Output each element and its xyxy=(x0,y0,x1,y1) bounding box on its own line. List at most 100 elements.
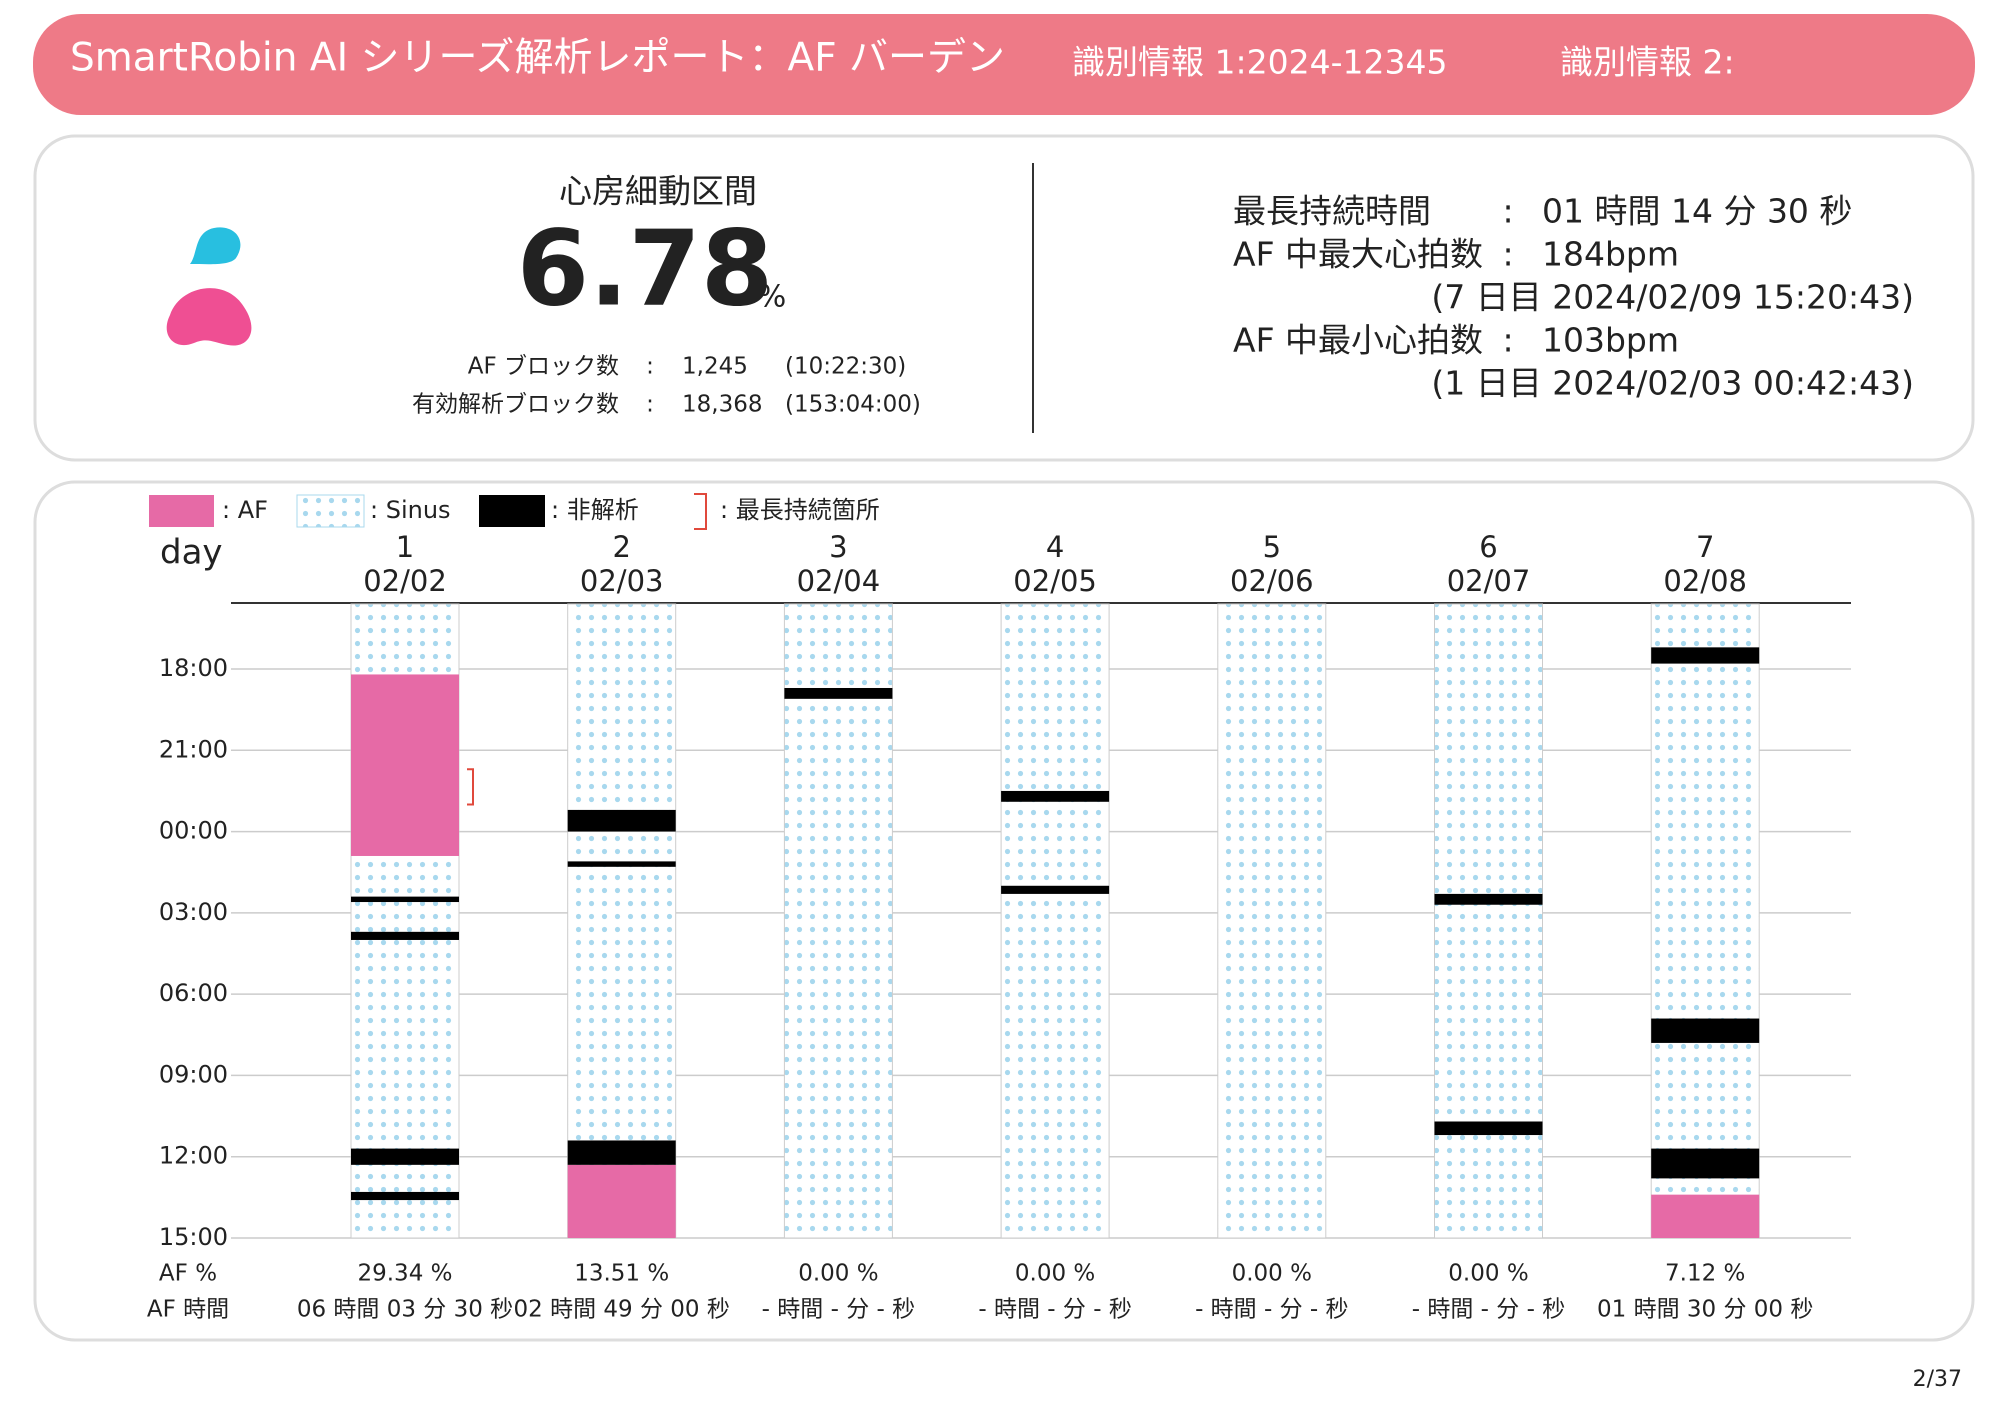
y-tick-label: 09:00 xyxy=(159,1060,228,1088)
longest-bracket xyxy=(467,768,474,806)
summary-heading: 心房細動区間 xyxy=(559,172,757,211)
day-date: 02/02 xyxy=(363,564,447,598)
summary-unit: % xyxy=(758,280,787,315)
nonanalysis-segment xyxy=(567,809,676,832)
nonanalysis-segment xyxy=(567,861,676,867)
legend-label: : 最長持続箇所 xyxy=(720,496,880,524)
af-time: 01 時間 30 分 00 秒 xyxy=(1597,1297,1813,1323)
timeline-chart: : AF: Sinus: 非解析: 最長持続箇所 18:00 21:00 00:00 0… xyxy=(147,493,1851,1323)
legend-swatch xyxy=(149,495,214,527)
stat-value: 184bpm xyxy=(1542,235,1679,274)
day-date: 02/06 xyxy=(1230,564,1314,598)
nonanalysis-segment xyxy=(1651,647,1760,664)
af-percent: 0.00 % xyxy=(1232,1261,1312,1287)
y-tick-label: 15:00 xyxy=(159,1223,228,1251)
day-column xyxy=(1000,603,1110,1239)
nonanalysis-segment xyxy=(1651,1148,1760,1179)
nonanalysis-segment xyxy=(1434,1121,1543,1136)
stat-note: (7 日目 2024/02/09 15:20:43) xyxy=(1431,278,1914,317)
summary-stats: 最長持続時間:01 時間 14 分 30 秒AF 中最大心拍数:184bpm(7… xyxy=(1233,192,1914,403)
id-2: 識別情報 2: xyxy=(1560,43,1735,82)
nonanalysis-segment xyxy=(1001,885,1110,894)
summary-value: 6.78 xyxy=(517,207,774,329)
af-percent: 13.51 % xyxy=(574,1261,669,1287)
summary-box xyxy=(33,134,1975,462)
day-date: 02/05 xyxy=(1013,564,1097,598)
row-label: AF 時間 xyxy=(147,1297,229,1323)
row-label: 有効解析ブロック数 xyxy=(412,392,619,418)
stat-label: 最長持続時間 xyxy=(1233,192,1431,231)
nonanalysis-segment xyxy=(351,931,459,940)
row-sep: : xyxy=(646,392,654,418)
nonanalysis-segment xyxy=(351,896,459,903)
day-number: 5 xyxy=(1263,530,1281,564)
y-tick-label: 12:00 xyxy=(159,1142,228,1170)
y-tick-label: 06:00 xyxy=(159,979,228,1007)
af-time: - 時間 - 分 - 秒 xyxy=(978,1297,1131,1323)
stat-label: AF 中最大心拍数 xyxy=(1233,235,1483,274)
row-label: AF ブロック数 xyxy=(468,354,619,380)
af-segment xyxy=(351,674,459,856)
row-sep: : xyxy=(646,354,654,380)
legend-label: : AF xyxy=(222,496,268,524)
af-segment xyxy=(1651,1194,1760,1238)
stat-label: AF 中最小心拍数 xyxy=(1233,321,1483,360)
row-time: (153:04:00) xyxy=(785,392,921,418)
axis-label: day xyxy=(160,533,223,573)
af-time: - 時間 - 分 - 秒 xyxy=(1195,1297,1348,1323)
day-number: 7 xyxy=(1696,530,1714,564)
af-time: 02 時間 49 分 00 秒 xyxy=(514,1297,730,1323)
af-time: - 時間 - 分 - 秒 xyxy=(762,1297,915,1323)
day-date: 02/03 xyxy=(580,564,664,598)
legend-swatch xyxy=(296,494,365,528)
row-count: 1,245 xyxy=(682,354,748,380)
stat-note: (1 日目 2024/02/03 00:42:43) xyxy=(1431,364,1914,403)
day-number: 2 xyxy=(612,530,630,564)
day-number: 6 xyxy=(1479,530,1497,564)
day-column xyxy=(1217,603,1327,1239)
nonanalysis-segment xyxy=(567,1140,676,1165)
row-count: 18,368 xyxy=(682,392,762,418)
header-bar xyxy=(33,14,1975,115)
y-tick-label: 00:00 xyxy=(159,817,228,845)
day-number: 3 xyxy=(829,530,847,564)
nonanalysis-segment xyxy=(1001,790,1110,802)
nonanalysis-segment xyxy=(351,1191,459,1201)
y-tick-label: 03:00 xyxy=(159,898,228,926)
stat-sep: : xyxy=(1502,321,1513,360)
y-tick-label: 21:00 xyxy=(159,735,228,763)
nonanalysis-segment xyxy=(784,687,893,699)
af-percent: 0.00 % xyxy=(1015,1261,1095,1287)
nonanalysis-segment xyxy=(351,1148,459,1165)
af-time: - 時間 - 分 - 秒 xyxy=(1412,1297,1565,1323)
y-tick-label: 18:00 xyxy=(159,654,228,682)
day-column xyxy=(1650,603,1760,1239)
legend-bracket xyxy=(694,493,707,530)
day-date: 02/08 xyxy=(1663,564,1747,598)
legend-label: : 非解析 xyxy=(551,496,639,524)
af-segment xyxy=(567,1164,676,1238)
af-percent: 29.34 % xyxy=(357,1261,452,1287)
stat-value: 01 時間 14 分 30 秒 xyxy=(1542,192,1852,231)
stat-sep: : xyxy=(1502,235,1513,274)
af-percent: 0.00 % xyxy=(798,1261,878,1287)
id-1: 識別情報 1:2024-12345 xyxy=(1072,43,1447,82)
stat-sep: : xyxy=(1502,192,1513,231)
day-column xyxy=(783,603,893,1239)
day-number: 1 xyxy=(396,530,414,564)
logo-blob xyxy=(166,288,252,346)
day-column xyxy=(1434,603,1543,1239)
row-label: AF % xyxy=(159,1261,217,1287)
report-title: SmartRobin AI シリーズ解析レポート：AF バーデン xyxy=(70,36,1005,81)
page-number: 2/37 xyxy=(1913,1367,1962,1392)
af-percent: 7.12 % xyxy=(1665,1261,1745,1287)
day-date: 02/04 xyxy=(797,564,881,598)
stat-value: 103bpm xyxy=(1542,321,1679,360)
row-time: (10:22:30) xyxy=(785,354,906,380)
day-number: 4 xyxy=(1046,530,1064,564)
nonanalysis-segment xyxy=(1651,1018,1760,1043)
af-percent: 0.00 % xyxy=(1448,1261,1528,1287)
summary-rows: AF ブロック数: 1,245 (10:22:30) 有効解析ブロック数: 18,368… xyxy=(412,354,921,418)
